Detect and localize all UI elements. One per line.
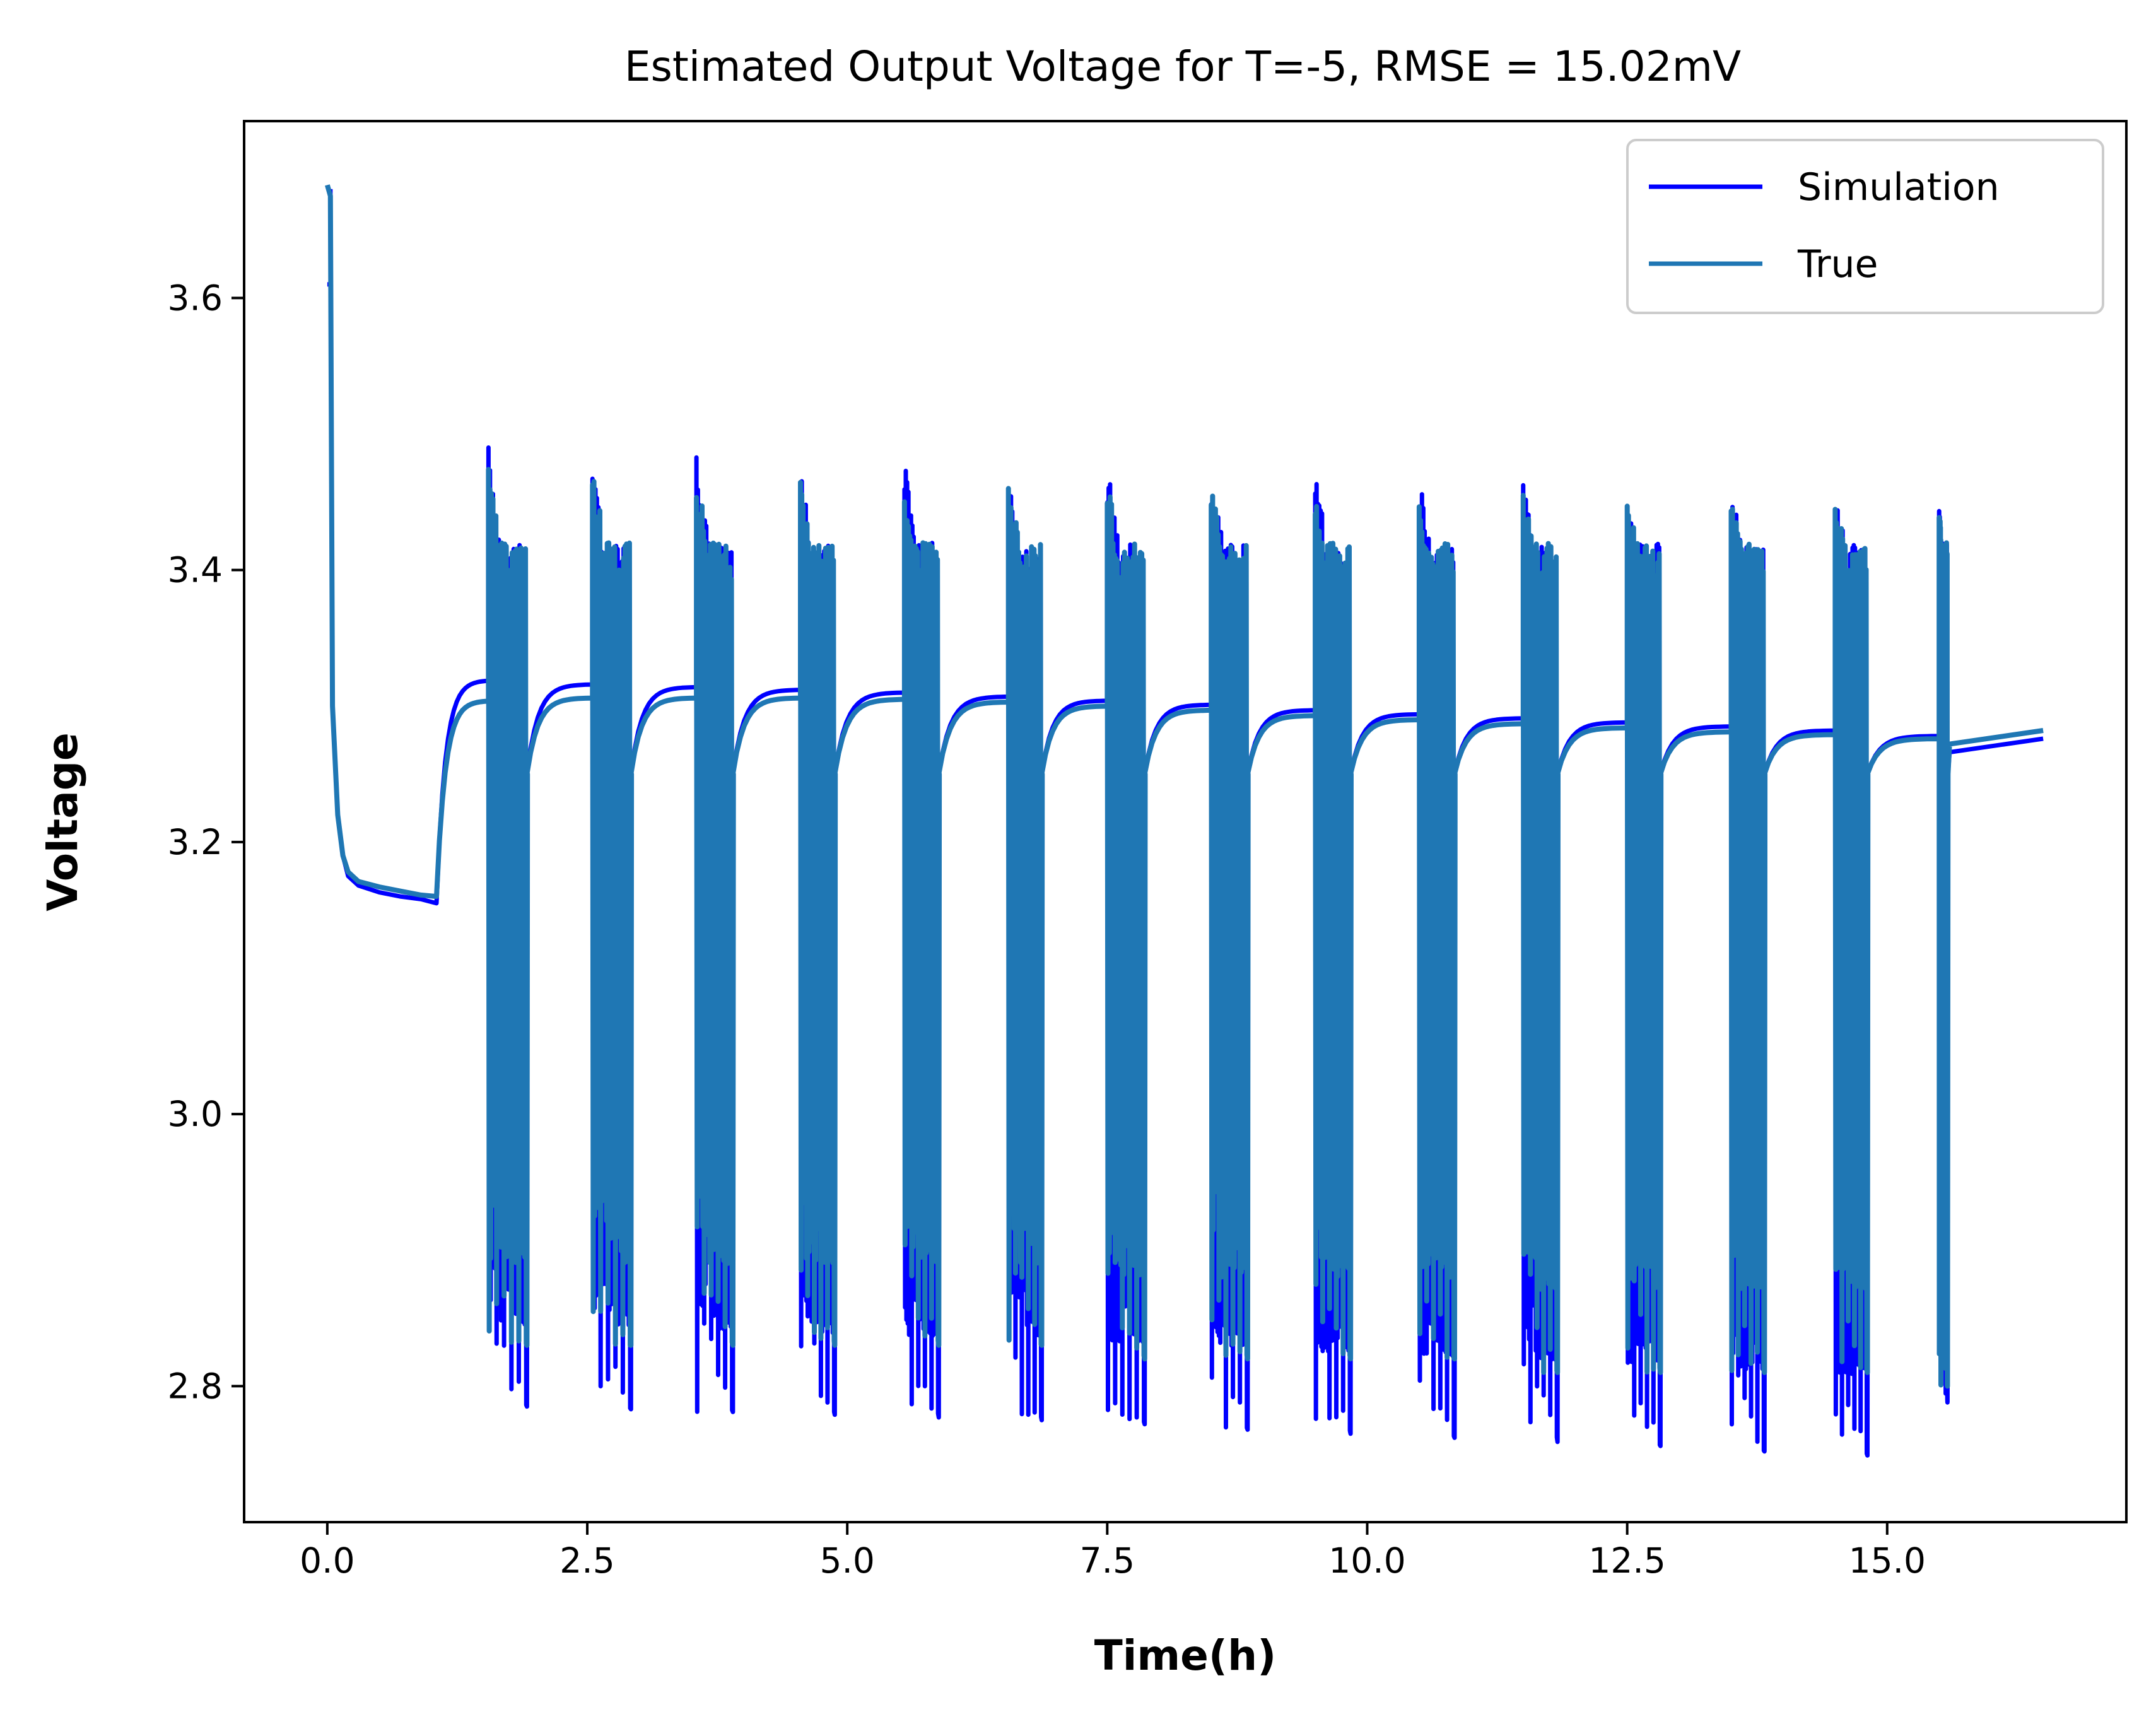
y-tick-label: 3.0 xyxy=(168,1094,223,1134)
y-tick-label: 3.6 xyxy=(168,278,223,318)
chart-title: Estimated Output Voltage for T=-5, RMSE … xyxy=(624,42,1741,91)
x-tick-label: 12.5 xyxy=(1588,1540,1665,1581)
x-axis: 0.0 2.5 5.0 7.5 10.0 12.5 15.0 xyxy=(300,1522,1926,1581)
x-tick-label: 15.0 xyxy=(1849,1540,1926,1581)
x-axis-label: Time(h) xyxy=(1094,1631,1277,1680)
x-tick-label: 5.0 xyxy=(819,1540,874,1581)
x-tick-label: 0.0 xyxy=(300,1540,354,1581)
true-line xyxy=(325,184,2044,1389)
series-layer xyxy=(325,184,2044,1458)
x-tick-label: 7.5 xyxy=(1080,1540,1135,1581)
y-axis-label: Voltage xyxy=(38,732,87,912)
y-tick-label: 3.4 xyxy=(168,550,223,590)
legend-simulation-label: Simulation xyxy=(1798,165,2000,209)
y-tick-label: 2.8 xyxy=(168,1366,223,1406)
x-tick-label: 2.5 xyxy=(560,1540,614,1581)
legend-true-label: True xyxy=(1797,242,1878,286)
legend-box xyxy=(1626,139,2104,314)
plot-area xyxy=(325,184,2044,1458)
plot-frame xyxy=(243,120,2128,1523)
y-axis: 2.8 3.0 3.2 3.4 3.6 xyxy=(168,278,244,1406)
x-tick-label: 10.0 xyxy=(1328,1540,1405,1581)
legend: Simulation True xyxy=(1626,139,2104,314)
y-tick-label: 3.2 xyxy=(168,822,223,862)
